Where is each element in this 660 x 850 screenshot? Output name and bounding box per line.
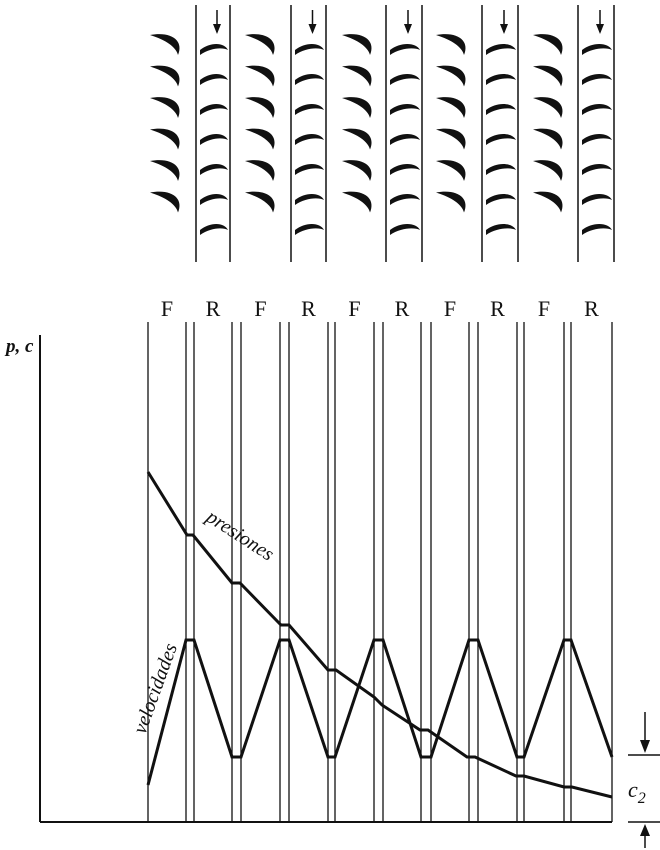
turbine-blade-icon <box>150 65 180 87</box>
stage-label: R <box>490 296 505 321</box>
turbine-blade-icon <box>245 65 275 87</box>
turbine-blade-icon <box>582 134 612 145</box>
c2-label: c2 <box>628 777 646 807</box>
turbine-blade-icon <box>533 97 563 118</box>
stage-label: F <box>444 296 456 321</box>
turbine-blade-icon <box>486 134 516 145</box>
turbine-blade-icon <box>150 128 180 150</box>
turbine-blade-icon <box>245 160 275 181</box>
turbine-blade-icon <box>295 134 324 145</box>
turbine-blade-icon <box>436 191 466 213</box>
turbine-blade-icon <box>200 134 228 145</box>
turbine-blade-icon <box>295 224 324 235</box>
turbine-blade-icon <box>390 44 420 55</box>
stage-label: R <box>206 296 221 321</box>
turbine-blade-icon <box>295 104 324 115</box>
turbine-blade-icon <box>342 160 372 181</box>
turbine-blade-icon <box>582 44 612 55</box>
turbine-blade-icon <box>150 97 180 118</box>
turbine-blade-icon <box>245 34 275 55</box>
turbine-blade-icon <box>486 224 516 235</box>
turbine-blade-icon <box>245 128 275 150</box>
turbine-blade-icon <box>582 74 612 85</box>
turbine-blade-icon <box>582 224 612 235</box>
stage-label: F <box>348 296 360 321</box>
turbine-blade-icon <box>390 74 420 85</box>
turbine-blade-icon <box>295 164 324 175</box>
down-arrowhead-icon <box>308 24 317 34</box>
turbine-blade-icon <box>150 160 180 181</box>
turbine-blade-icon <box>582 164 612 175</box>
c2-dimension: c2 <box>628 712 660 848</box>
turbine-blade-icon <box>486 164 516 175</box>
turbine-blade-icon <box>342 191 372 213</box>
y-axis-label: p, c <box>4 336 34 357</box>
turbine-blade-icon <box>533 65 563 87</box>
stage-label: F <box>254 296 266 321</box>
down-arrowhead-icon <box>500 24 508 34</box>
turbine-blade-icon <box>295 194 324 205</box>
turbine-blade-icon <box>390 224 420 235</box>
velocity-curve <box>146 638 614 786</box>
blade-cascade <box>150 5 615 262</box>
turbine-blade-icon <box>150 191 180 213</box>
down-arrowhead-icon <box>640 740 650 753</box>
turbine-blade-icon <box>390 194 420 205</box>
turbine-blade-icon <box>486 74 516 85</box>
turbine-blade-icon <box>245 191 275 213</box>
turbine-blade-icon <box>582 104 612 115</box>
turbine-blade-icon <box>390 104 420 115</box>
turbine-blade-icon <box>295 74 324 85</box>
turbine-blade-icon <box>486 44 516 55</box>
turbine-blade-icon <box>436 160 466 181</box>
turbine-blade-icon <box>342 128 372 150</box>
turbine-blade-icon <box>533 128 563 150</box>
turbine-blade-icon <box>200 164 228 175</box>
turbine-blade-icon <box>342 97 372 118</box>
turbine-blade-icon <box>200 74 228 85</box>
turbine-blade-icon <box>245 97 275 118</box>
turbine-blade-icon <box>390 164 420 175</box>
turbine-blade-icon <box>295 44 324 55</box>
down-arrowhead-icon <box>213 24 221 34</box>
turbine-blade-icon <box>436 97 466 118</box>
stage-label: R <box>301 296 316 321</box>
turbine-blade-icon <box>533 34 563 55</box>
stage-label: F <box>538 296 550 321</box>
turbine-blade-icon <box>533 160 563 181</box>
turbine-blade-icon <box>200 224 228 235</box>
turbine-blade-icon <box>150 34 180 55</box>
turbine-blade-icon <box>200 44 228 55</box>
turbine-blade-icon <box>436 65 466 87</box>
turbine-blade-icon <box>582 194 612 205</box>
turbine-blade-icon <box>200 104 228 115</box>
turbine-blade-icon <box>436 128 466 150</box>
stage-label: R <box>584 296 599 321</box>
pressure-curve <box>146 471 613 799</box>
turbine-blade-icon <box>342 34 372 55</box>
down-arrowhead-icon <box>596 24 604 34</box>
stage-label: R <box>395 296 410 321</box>
turbine-blade-icon <box>200 194 228 205</box>
turbine-blade-icon <box>436 34 466 55</box>
stage-boundary-lines <box>147 322 613 822</box>
stage-label: F <box>161 296 173 321</box>
up-arrowhead-icon <box>640 824 650 836</box>
turbine-blade-icon <box>486 104 516 115</box>
turbine-blade-icon <box>390 134 420 145</box>
turbine-blade-icon <box>342 65 372 87</box>
turbine-blade-icon <box>533 191 563 213</box>
down-arrowhead-icon <box>404 24 412 34</box>
turbine-blade-icon <box>486 194 516 205</box>
